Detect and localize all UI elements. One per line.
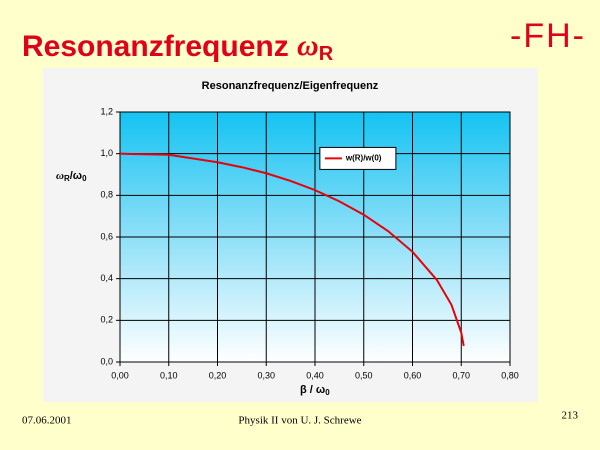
chart-title: Resonanzfrequenz/Eigenfrequenz xyxy=(202,80,379,92)
x-label-part: β xyxy=(300,384,307,396)
legend-label: w(R)/w(0) xyxy=(345,154,382,163)
y-tick-label: 1,2 xyxy=(100,106,113,116)
x-tick-label: 0,50 xyxy=(355,370,373,380)
y-tick-label: 0,8 xyxy=(100,190,113,200)
logo: -FH- xyxy=(510,17,586,55)
x-tick-label: 0,00 xyxy=(111,370,129,380)
series-line xyxy=(119,152,465,347)
page-number: 213 xyxy=(562,410,579,422)
y-tick-label: 0,6 xyxy=(100,231,113,241)
y-label-part: ω xyxy=(56,170,64,182)
plot: 0,0 0,2 0,4 0,6 0,8 1,0 1,2 0,00 0,10 0,20 0,30 0,4… xyxy=(100,106,518,380)
y-label-sub: 0 xyxy=(82,174,87,183)
y-tick-label: 1,0 xyxy=(100,148,113,158)
plot-border xyxy=(119,111,511,363)
x-label-sub: 0 xyxy=(325,388,330,397)
x-tick-label: 0,80 xyxy=(501,370,519,380)
footer-date: 07.06.2001 xyxy=(22,415,72,427)
x-tick-label: 0,60 xyxy=(404,370,422,380)
x-axis-label: β / ω0 xyxy=(300,384,330,397)
x-tick-label: 0,70 xyxy=(452,370,470,380)
x-tick-label: 0,30 xyxy=(257,370,275,380)
y-tick-label: 0,2 xyxy=(100,315,113,325)
y-tick-label: 0,4 xyxy=(100,273,113,283)
x-tick-label: 0,20 xyxy=(209,370,227,380)
y-label-part: /ω xyxy=(70,170,82,182)
y-tick-label: 0,0 xyxy=(100,356,113,366)
legend-box xyxy=(319,146,397,170)
title-symbol: ω xyxy=(297,29,319,62)
x-tick-label: 0,10 xyxy=(160,370,178,380)
slide-title: Resonanzfrequenz ωR xyxy=(22,29,334,65)
title-text: Resonanzfrequenz xyxy=(22,30,297,63)
y-axis-label: ωR/ω0 xyxy=(56,170,87,184)
x-label-part: / ω xyxy=(307,384,325,396)
title-subscript: R xyxy=(319,43,334,65)
footer-text: Physik II von U. J. Schrewe xyxy=(238,415,361,427)
x-tick-label: 0,40 xyxy=(306,370,324,380)
y-label-sub: R xyxy=(64,174,70,183)
